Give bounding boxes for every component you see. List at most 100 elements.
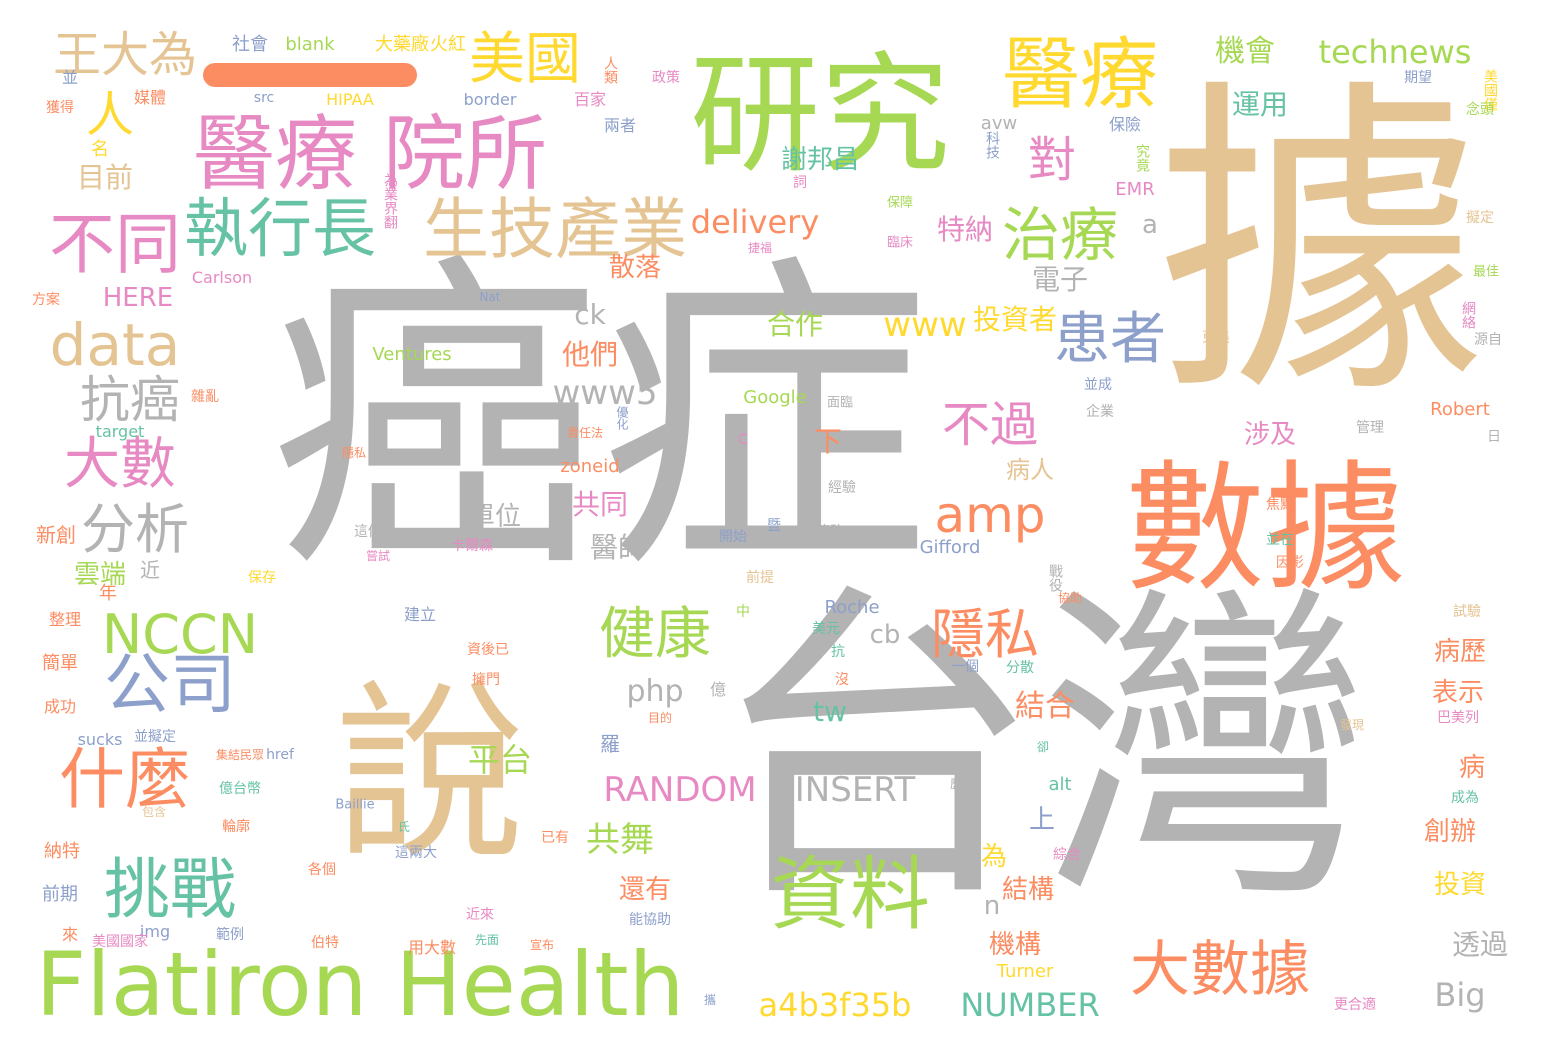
cloud-word: 方案: [32, 292, 60, 308]
cloud-word: Robert: [1430, 399, 1490, 420]
cloud-word: Gifford: [919, 537, 981, 558]
cloud-word: 攜: [703, 993, 717, 1007]
cloud-word: n: [983, 891, 1001, 921]
cloud-word: 病歷: [1433, 637, 1487, 667]
cloud-word: 獲得: [46, 100, 74, 116]
cloud-word: 一個: [951, 659, 979, 675]
cloud-word: sucks: [77, 730, 123, 749]
cloud-word: 宣布: [529, 938, 555, 952]
cloud-word: 大藥廠: [375, 34, 429, 55]
cloud-word: 病: [1458, 753, 1486, 783]
cloud-word: 企業: [1086, 404, 1114, 420]
cloud-word: 創辦: [1423, 817, 1477, 847]
cloud-word: 抗癌: [80, 371, 180, 429]
cloud-word: 建立: [403, 605, 437, 624]
cloud-word: 資料: [770, 848, 930, 941]
cloud-word: img: [139, 922, 171, 941]
cloud-word: 源自: [1474, 332, 1502, 348]
cloud-word: RANDOM: [603, 770, 757, 810]
cloud-word: 這個: [354, 524, 382, 540]
cloud-word: 先面: [474, 933, 500, 947]
cloud-word: 暨: [767, 518, 781, 534]
cloud-word: 人: [85, 87, 135, 143]
cloud-word: ck: [574, 298, 606, 331]
cloud-word: Google: [743, 387, 807, 408]
cloud-word: 透過: [1451, 928, 1509, 961]
cloud-word: Turner: [996, 961, 1054, 982]
cloud-word: 執行長: [184, 193, 376, 267]
cloud-word: Big: [1434, 976, 1486, 1014]
cloud-word: 健康: [599, 602, 711, 667]
cloud-word: 整理: [48, 610, 82, 629]
cloud-word: 患者: [1054, 307, 1166, 372]
cloud-word: 嘗試: [365, 549, 391, 563]
cloud-word: HERE: [102, 283, 174, 313]
cloud-word: 卻: [1036, 740, 1050, 754]
cloud-word: w: [654, 487, 666, 503]
cloud-word: 羅: [600, 732, 620, 756]
cloud-word: 輪廓: [222, 819, 250, 835]
cloud-word: 蒐集: [1202, 330, 1230, 346]
cloud-word: 大數據: [1130, 935, 1310, 1005]
cloud-word: 不過: [941, 397, 1039, 453]
cloud-word: 面臨: [826, 395, 854, 411]
cloud-word: C: [738, 432, 748, 448]
cloud-word: www5: [552, 373, 658, 413]
cloud-word: 包含: [141, 805, 167, 819]
cloud-word: 前提: [746, 570, 774, 586]
cloud-word: 巴美列: [1437, 710, 1479, 726]
cloud-word: 協助: [1057, 591, 1083, 605]
cloud-word: 雜亂: [191, 389, 219, 405]
cloud-word: 抗: [831, 644, 845, 660]
cloud-word: 科技: [984, 131, 1000, 159]
cloud-word: 下: [813, 425, 843, 458]
cloud-word: 人類: [602, 56, 618, 84]
cloud-word: 不同: [49, 206, 181, 283]
cloud-word: php: [626, 674, 684, 709]
cloud-word: 億台幣: [219, 781, 261, 797]
cloud-word: 試驗: [1453, 604, 1481, 620]
cloud-word: 擁門: [472, 672, 500, 688]
highlight-bar: [203, 63, 417, 87]
cloud-word: Carlson: [191, 268, 253, 287]
cloud-word: 結合: [1015, 689, 1075, 724]
cloud-word: blank: [285, 34, 335, 55]
cloud-word: 涉及: [1243, 420, 1297, 450]
cloud-word: 散落: [608, 253, 662, 283]
cloud-word: 詞: [793, 175, 807, 191]
cloud-word: 挑戰: [104, 851, 236, 928]
cloud-word: 保障: [886, 195, 914, 211]
cloud-word: 卡爾森: [451, 538, 493, 554]
cloud-word: Baillie: [335, 797, 375, 813]
cloud-word: 伯特: [311, 935, 339, 951]
cloud-word: 經驗: [828, 480, 856, 496]
cloud-word: technews: [1318, 33, 1472, 71]
cloud-word: 社會: [232, 34, 268, 55]
cloud-word: 研究: [689, 39, 951, 191]
cloud-word: 表示: [1431, 678, 1485, 708]
cloud-word: 媒體: [133, 88, 167, 107]
cloud-word: 焦點: [1266, 497, 1294, 513]
cloud-word: 數據: [1124, 448, 1406, 611]
cloud-word: 據: [1155, 53, 1485, 437]
cloud-word: 臨床: [886, 235, 914, 251]
cloud-word: 簡單: [42, 653, 78, 674]
cloud-word: 納特: [44, 841, 80, 862]
cloud-word: 單位: [468, 502, 522, 532]
cloud-word: 治療: [1001, 201, 1119, 269]
cloud-word: 美元: [812, 621, 840, 637]
cloud-word: src: [253, 90, 275, 106]
cloud-word: 歷數: [949, 777, 975, 791]
cloud-word: 為: [980, 842, 1008, 872]
cloud-word: 王大為: [52, 27, 198, 83]
cloud-word: 管理: [1356, 420, 1384, 436]
cloud-word: 對: [1027, 132, 1077, 188]
cloud-word: 隱私: [931, 603, 1039, 666]
cloud-word: 投資: [1433, 870, 1487, 900]
cloud-word: 醫療 院所: [192, 107, 548, 202]
cloud-word: 運用: [1231, 88, 1289, 121]
cloud-word: href: [266, 747, 294, 763]
cloud-word: 百家: [573, 90, 607, 109]
cloud-word: 已有: [541, 830, 569, 846]
cloud-word: 美國: [469, 27, 581, 92]
